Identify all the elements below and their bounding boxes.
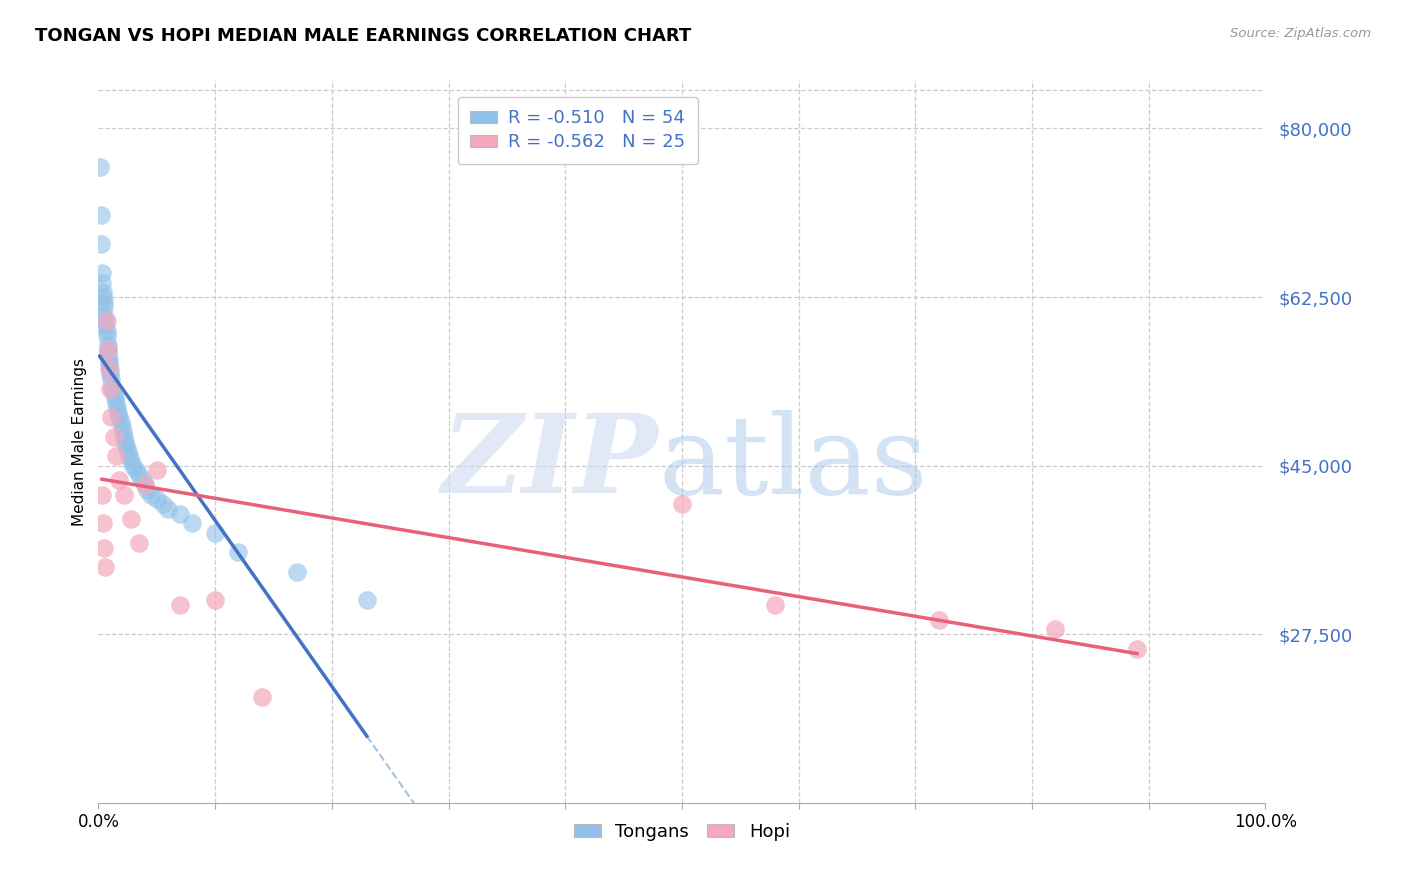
Legend: Tongans, Hopi: Tongans, Hopi: [567, 815, 797, 848]
Point: [157, 502, 180, 516]
Point: [97, 352, 120, 367]
Point: [94, 318, 117, 333]
Point: [93, 541, 115, 555]
Point: [90, 487, 112, 501]
Point: [103, 430, 125, 444]
Point: [111, 420, 134, 434]
Point: [93, 294, 115, 309]
Point: [180, 516, 202, 531]
Point: [128, 535, 150, 549]
Point: [115, 439, 138, 453]
Point: [100, 372, 122, 386]
Point: [107, 406, 129, 420]
Point: [93, 310, 115, 324]
Point: [146, 492, 169, 507]
Point: [671, 497, 693, 511]
Point: [90, 276, 112, 290]
Point: [96, 328, 118, 343]
Point: [98, 367, 121, 381]
Point: [90, 266, 112, 280]
Point: [108, 410, 131, 425]
Point: [204, 593, 226, 607]
Point: [763, 599, 786, 613]
Point: [91, 290, 114, 304]
Point: [128, 468, 150, 483]
Point: [93, 300, 115, 314]
Point: [285, 565, 308, 579]
Point: [97, 338, 120, 352]
Point: [96, 314, 118, 328]
Point: [97, 343, 120, 357]
Point: [117, 444, 139, 458]
Point: [89, 160, 111, 174]
Point: [91, 516, 114, 531]
Point: [97, 358, 120, 372]
Text: Source: ZipAtlas.com: Source: ZipAtlas.com: [1230, 27, 1371, 40]
Point: [250, 690, 273, 704]
Point: [139, 487, 162, 501]
Point: [112, 487, 135, 501]
Point: [98, 382, 121, 396]
Point: [105, 401, 128, 415]
Point: [132, 473, 155, 487]
Point: [104, 449, 127, 463]
Point: [108, 473, 131, 487]
Point: [110, 415, 132, 429]
Text: atlas: atlas: [658, 409, 928, 516]
Point: [152, 497, 174, 511]
Point: [104, 391, 127, 405]
Point: [90, 237, 112, 252]
Point: [136, 483, 159, 497]
Point: [1126, 641, 1149, 656]
Y-axis label: Median Male Earnings: Median Male Earnings: [72, 358, 87, 525]
Point: [91, 285, 114, 300]
Point: [1045, 623, 1067, 637]
Point: [134, 478, 156, 492]
Point: [112, 430, 135, 444]
Point: [146, 463, 169, 477]
Point: [97, 343, 120, 357]
Point: [169, 599, 191, 613]
Point: [103, 386, 125, 401]
Point: [97, 362, 120, 376]
Text: TONGAN VS HOPI MEDIAN MALE EARNINGS CORRELATION CHART: TONGAN VS HOPI MEDIAN MALE EARNINGS CORR…: [35, 27, 692, 45]
Point: [125, 463, 148, 477]
Point: [96, 324, 118, 338]
Point: [94, 559, 117, 574]
Point: [356, 593, 378, 607]
Point: [114, 434, 136, 449]
Point: [169, 507, 191, 521]
Point: [97, 348, 120, 362]
Point: [228, 545, 250, 559]
Point: [120, 454, 142, 468]
Point: [118, 449, 141, 463]
Point: [111, 425, 134, 439]
Text: ZIP: ZIP: [441, 409, 658, 517]
Point: [100, 410, 122, 425]
Point: [101, 382, 124, 396]
Point: [94, 314, 117, 328]
Point: [120, 511, 142, 525]
Point: [204, 526, 226, 541]
Point: [134, 478, 156, 492]
Point: [928, 613, 950, 627]
Point: [122, 458, 145, 473]
Point: [104, 396, 127, 410]
Point: [98, 362, 121, 376]
Point: [90, 208, 112, 222]
